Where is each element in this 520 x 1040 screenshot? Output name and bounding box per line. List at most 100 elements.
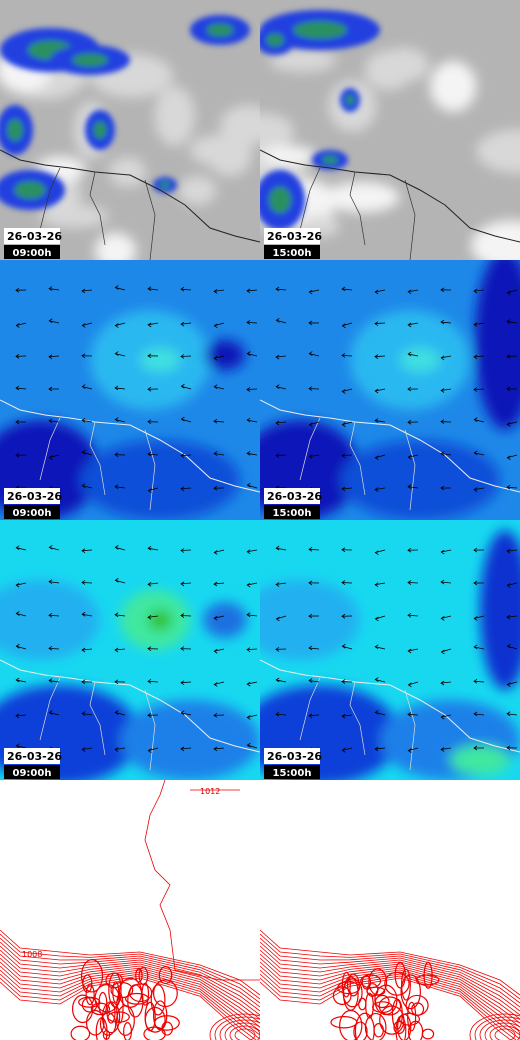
- wind-arrow: [148, 322, 159, 326]
- date-box: [4, 488, 60, 504]
- cloud: [178, 176, 217, 206]
- wind-arrow: [342, 645, 353, 650]
- wind-arrow: [507, 454, 518, 459]
- wind-arrow: [48, 355, 60, 358]
- wind-arrow-head: [506, 455, 511, 461]
- wind-arrow-head: [341, 353, 346, 358]
- wind-arrow-head: [48, 418, 53, 424]
- wind-arrow-head: [308, 713, 313, 719]
- wind-arrow-head: [374, 677, 379, 682]
- wind-arrow: [408, 681, 419, 686]
- wind-arrow: [82, 713, 93, 716]
- wind-arrow: [214, 681, 225, 685]
- wind-arrow-head: [213, 289, 218, 294]
- wind-arrow: [247, 614, 258, 617]
- wind-arrow: [441, 615, 452, 619]
- field-area: [480, 530, 520, 690]
- wind-arrow: [407, 714, 419, 716]
- isobar-cluster: [353, 1021, 368, 1040]
- time-box: [264, 505, 320, 519]
- wind-arrow-head: [440, 747, 445, 752]
- cloud: [365, 50, 412, 91]
- wind-arrow: [180, 487, 192, 490]
- isobar: [219, 1019, 260, 1040]
- wind-arrow-head: [308, 546, 313, 552]
- wind-arrow-head: [374, 455, 379, 461]
- wind-arrow: [247, 353, 258, 357]
- wind-arrow-head: [374, 289, 379, 295]
- isobar: [0, 949, 260, 1016]
- wind-arrow-head: [308, 386, 313, 391]
- wind-arrow: [474, 615, 485, 619]
- isobar-cluster: [415, 974, 440, 986]
- wind-arrow: [407, 582, 419, 584]
- isobar-cluster: [405, 994, 429, 1016]
- isobar-cluster: [401, 968, 411, 1001]
- wind-arrow: [341, 355, 353, 357]
- field-area: [450, 745, 510, 775]
- coastline: [0, 149, 260, 243]
- cloud: [189, 134, 247, 166]
- isobar: [260, 965, 520, 1032]
- wind-arrow: [115, 747, 126, 750]
- wind-arrow-head: [506, 614, 511, 620]
- wind-arrow: [473, 388, 485, 390]
- wind-arrow-head: [15, 323, 20, 328]
- wind-arrow-head: [15, 611, 20, 616]
- isobar: [0, 957, 260, 1024]
- wind-arrow: [507, 421, 518, 425]
- wind-arrow: [408, 454, 419, 458]
- date-label: 26-03-26: [267, 490, 322, 503]
- wind-arrow-head: [213, 648, 218, 654]
- wind-arrow-head: [147, 386, 152, 392]
- wind-arrow-head: [275, 711, 280, 717]
- wind-arrow-head: [48, 354, 53, 360]
- wind-arrow: [507, 713, 518, 716]
- wind-arrow-head: [81, 548, 86, 554]
- wind-arrow-head: [341, 713, 346, 719]
- isobar: [260, 941, 520, 1008]
- wind-arrow-head: [15, 419, 20, 425]
- isobar-cluster: [144, 1006, 166, 1033]
- wind-arrow-head: [440, 451, 445, 456]
- date-label: 26-03-26: [267, 230, 322, 243]
- isobar-cluster: [400, 974, 421, 1010]
- wind-arrow: [441, 714, 452, 718]
- wind-arrow-head: [407, 351, 412, 357]
- wind-arrow-head: [213, 485, 218, 491]
- wind-arrow-head: [114, 351, 119, 356]
- isobar-cluster: [143, 1026, 166, 1040]
- wind-arrow-head: [81, 323, 86, 328]
- wind-arrow: [276, 386, 287, 390]
- wind-arrow-head: [114, 747, 119, 752]
- wind-arrow-head: [180, 680, 185, 686]
- wind-arrow-head: [407, 547, 412, 553]
- field-shading: [260, 530, 520, 780]
- wind-arrow: [375, 487, 386, 490]
- wind-arrow-head: [213, 384, 218, 390]
- wind-arrow-head: [147, 748, 152, 753]
- wind-arrow-head: [48, 710, 53, 715]
- wind-arrow-head: [180, 383, 185, 389]
- wind-arrow-head: [440, 579, 445, 585]
- border: [39, 167, 156, 260]
- wind-arrow: [82, 386, 93, 390]
- wind-arrow: [148, 582, 159, 585]
- wind-arrow: [309, 421, 320, 426]
- wind-arrow-head: [180, 613, 185, 618]
- isobar-cluster: [358, 997, 367, 1011]
- wind-arrow: [276, 421, 287, 424]
- isobar: [260, 933, 520, 1000]
- wind-arrow: [82, 289, 93, 292]
- time-box: [264, 245, 320, 259]
- rain-core: [321, 155, 339, 165]
- wind-arrow-head: [341, 286, 346, 292]
- isobar-cluster: [342, 978, 363, 1008]
- wind-arrow-head: [48, 318, 53, 324]
- isobar-cluster: [330, 1016, 358, 1029]
- isobar-cluster: [339, 1009, 363, 1040]
- wind-arrow: [247, 289, 258, 292]
- wind-arrow-head: [81, 611, 86, 617]
- wind-arrow-head: [15, 354, 20, 359]
